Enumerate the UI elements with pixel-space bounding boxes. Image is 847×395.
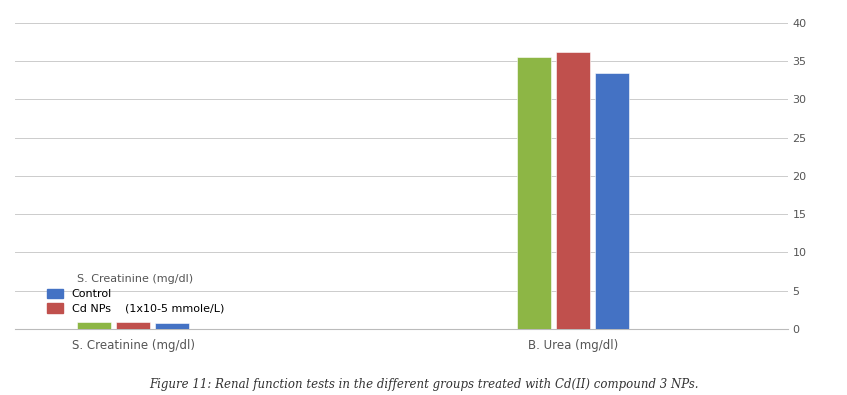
Bar — [155, 323, 189, 329]
Bar — [518, 57, 551, 329]
Bar — [556, 52, 590, 329]
Bar — [595, 73, 628, 329]
Bar — [77, 322, 112, 329]
Text: Figure 11: Renal function tests in the different groups treated with Cd(II) comp: Figure 11: Renal function tests in the d… — [149, 378, 698, 391]
Legend: Control, Cd NPs    (1x10-5 mmole/L): Control, Cd NPs (1x10-5 mmole/L) — [44, 271, 227, 317]
Bar — [116, 322, 150, 329]
